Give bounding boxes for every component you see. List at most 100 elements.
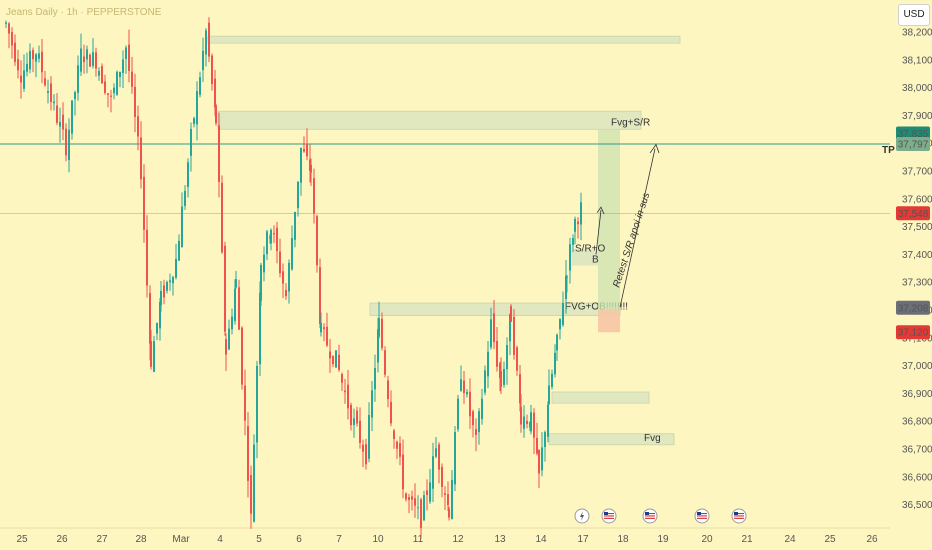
candle-body <box>335 350 337 368</box>
candle-body <box>362 444 364 452</box>
candle-body <box>35 54 37 62</box>
flag-canton <box>734 512 738 515</box>
candle-body <box>350 404 352 426</box>
candle-body <box>214 78 216 108</box>
candle-body <box>313 178 315 214</box>
candle-body <box>393 430 395 439</box>
y-tick-label: 36,600 <box>902 472 932 483</box>
small-arrow-head <box>596 206 605 215</box>
x-tick-label: 26 <box>866 534 878 545</box>
candle-body <box>371 390 373 418</box>
candle-body <box>347 384 349 409</box>
candle-body <box>516 347 518 371</box>
candle-body <box>319 267 321 325</box>
candle-body <box>215 105 217 124</box>
candle-body <box>329 351 331 359</box>
y-tick-label: 37,600 <box>902 194 932 205</box>
candle-body <box>493 313 495 343</box>
candle-body <box>156 323 158 334</box>
candle-body <box>417 507 419 509</box>
candle-body <box>374 368 376 390</box>
flag-canton <box>645 512 649 515</box>
candle-body <box>569 244 571 271</box>
candle-body <box>276 227 278 252</box>
candle-body <box>562 303 564 325</box>
x-tick-label: 13 <box>494 534 506 545</box>
candle-body <box>544 432 546 448</box>
flag-stripe <box>734 513 744 515</box>
candle-body <box>519 374 521 404</box>
candle-body <box>285 290 287 297</box>
candle-body <box>228 328 230 350</box>
candle-body <box>429 482 431 502</box>
candle-body <box>163 285 165 298</box>
candle-body <box>300 147 302 183</box>
y-tick-label: 38,000 <box>902 83 932 94</box>
flag-stripe <box>645 513 655 515</box>
flag-stripe <box>734 515 744 517</box>
candle-body <box>454 432 456 485</box>
candle-body <box>153 341 155 372</box>
candle-body <box>503 368 505 385</box>
lightning-glyph <box>580 511 584 521</box>
candle-body <box>509 314 511 342</box>
candle-body <box>344 390 346 393</box>
candle-body <box>396 441 398 449</box>
candle-body <box>510 306 512 322</box>
zone-box <box>217 110 642 130</box>
candle-body <box>551 373 553 387</box>
candle-body <box>137 116 139 137</box>
candle-body <box>390 401 392 424</box>
candle-body <box>365 444 367 465</box>
candle-body <box>89 54 91 67</box>
candle-body <box>140 137 142 180</box>
candle-body <box>196 91 198 125</box>
candle-body <box>270 229 272 244</box>
candle-body <box>241 327 243 385</box>
candle-body <box>208 22 210 57</box>
x-tick-label: 11 <box>413 534 424 545</box>
candle-body <box>291 238 293 270</box>
x-tick-label: 25 <box>824 534 836 545</box>
x-tick-label: 24 <box>784 534 796 545</box>
candle-body <box>244 385 246 421</box>
candle-body <box>359 420 361 443</box>
candle-body <box>541 447 543 471</box>
candle-body <box>469 391 471 417</box>
target-arrow <box>619 148 656 308</box>
candle-body <box>29 50 31 70</box>
y-tick-label: 38,200 <box>902 28 932 39</box>
x-tick-label: 17 <box>577 534 589 545</box>
candle-body <box>326 326 328 346</box>
candle-body <box>538 450 540 474</box>
candle-body <box>83 56 85 63</box>
candle-body <box>59 121 61 127</box>
candle-body <box>297 181 299 209</box>
flag-canton <box>604 512 608 515</box>
flag-canton <box>697 512 701 515</box>
x-tick-label: 20 <box>701 534 713 545</box>
candle-body <box>426 490 428 495</box>
candle-body <box>580 202 582 225</box>
y-tick-label: 37,900 <box>902 111 932 122</box>
price-axis[interactable] <box>890 0 932 550</box>
x-tick-label: 25 <box>16 534 28 545</box>
currency-button[interactable]: USD <box>898 4 930 26</box>
price-badge <box>896 137 930 152</box>
zone-box <box>551 391 650 404</box>
candle-body <box>466 391 468 395</box>
target-box <box>598 129 620 310</box>
candle-body <box>181 206 183 248</box>
candle-body <box>131 71 133 87</box>
candle-body <box>402 454 404 490</box>
y-tick-label: 38,100 <box>902 55 932 66</box>
candle-body <box>496 341 498 367</box>
candle-body <box>457 398 459 430</box>
candle-body <box>260 264 262 301</box>
candle-body <box>472 411 474 426</box>
candle-body <box>444 493 446 496</box>
candle-body <box>225 339 227 355</box>
candle-body <box>143 176 145 230</box>
